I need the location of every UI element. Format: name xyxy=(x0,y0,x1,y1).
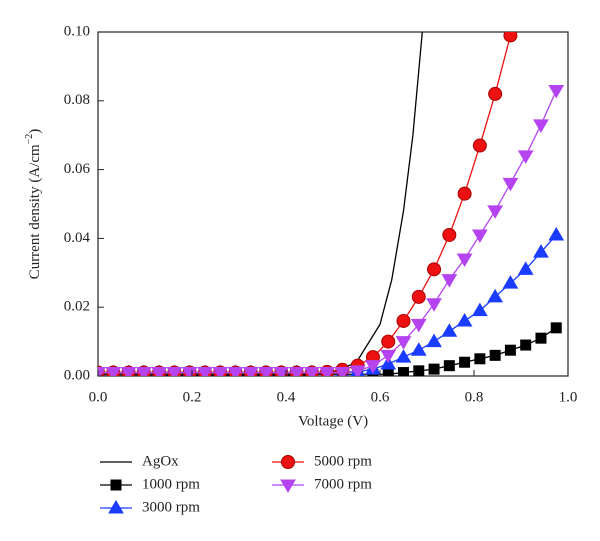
marker xyxy=(380,349,397,364)
marker xyxy=(108,500,124,514)
marker xyxy=(151,367,167,376)
marker xyxy=(459,356,471,368)
marker xyxy=(441,274,458,288)
y-axis-label: Current density (A/cm−2) xyxy=(24,129,43,280)
marker xyxy=(181,367,198,376)
marker xyxy=(395,336,412,350)
marker xyxy=(242,367,259,376)
x-tick-label: 0.0 xyxy=(89,389,108,405)
marker xyxy=(456,312,473,327)
legend-label: 5000 rpm xyxy=(314,453,372,469)
marker xyxy=(227,367,244,376)
x-tick-label: 0.6 xyxy=(371,389,390,405)
marker xyxy=(456,253,473,268)
marker xyxy=(105,367,122,376)
y-tick-label: 0.02 xyxy=(64,299,90,315)
marker xyxy=(281,455,295,469)
x-tick-label: 1.0 xyxy=(559,389,578,405)
marker xyxy=(120,367,137,376)
marker xyxy=(396,313,411,328)
marker xyxy=(381,334,396,349)
marker xyxy=(382,368,394,376)
marker xyxy=(428,363,440,375)
marker xyxy=(288,367,305,376)
x-tick-label: 0.8 xyxy=(465,389,484,405)
marker xyxy=(135,367,152,376)
series-line xyxy=(98,90,557,374)
marker xyxy=(110,479,122,491)
marker xyxy=(488,86,503,101)
y-tick-label: 0.00 xyxy=(64,367,90,383)
series-line xyxy=(98,35,512,374)
marker xyxy=(441,323,458,337)
marker xyxy=(548,84,565,99)
marker xyxy=(489,349,501,361)
y-axis-label-end: ) xyxy=(27,129,43,134)
marker xyxy=(98,367,106,376)
series-line xyxy=(98,234,557,374)
x-axis-label: Voltage (V) xyxy=(298,413,368,429)
marker xyxy=(365,360,381,374)
marker xyxy=(517,150,534,164)
marker xyxy=(457,186,472,201)
marker xyxy=(280,479,296,493)
marker xyxy=(273,367,290,376)
marker xyxy=(303,367,320,376)
marker xyxy=(427,262,442,277)
marker xyxy=(472,229,488,243)
marker xyxy=(502,275,519,289)
plot-area xyxy=(98,32,565,376)
y-tick-label: 0.06 xyxy=(64,161,91,177)
marker xyxy=(504,344,516,356)
marker xyxy=(442,227,457,242)
marker xyxy=(502,177,519,192)
legend-label: 7000 rpm xyxy=(314,476,372,492)
marker xyxy=(349,365,366,376)
marker xyxy=(197,367,213,376)
x-tick-label: 0.2 xyxy=(183,389,202,405)
marker xyxy=(258,367,274,376)
marker xyxy=(550,322,562,334)
marker xyxy=(533,119,549,133)
x-tick-label: 0.4 xyxy=(277,389,296,405)
marker xyxy=(426,333,442,348)
legend-label: 1000 rpm xyxy=(142,476,200,492)
marker xyxy=(548,226,565,241)
marker xyxy=(487,205,504,219)
marker xyxy=(474,353,486,365)
y-axis-label-main: Current density (A/cm xyxy=(27,144,43,279)
marker xyxy=(533,244,549,258)
marker xyxy=(426,298,442,312)
series-line xyxy=(98,32,423,376)
marker xyxy=(410,342,427,356)
marker xyxy=(410,318,427,333)
marker xyxy=(395,349,412,363)
y-tick-label: 0.08 xyxy=(64,92,90,108)
y-axis-label-sup: −2 xyxy=(24,134,35,145)
legend-label: AgOx xyxy=(142,453,179,469)
marker xyxy=(443,360,455,372)
marker xyxy=(413,365,425,376)
marker xyxy=(472,302,488,317)
marker xyxy=(166,367,183,376)
marker xyxy=(212,367,229,376)
marker xyxy=(520,339,532,351)
marker xyxy=(517,261,534,275)
marker xyxy=(472,138,487,153)
y-tick-label: 0.04 xyxy=(64,230,91,246)
y-tick-label: 0.10 xyxy=(64,23,90,39)
marker xyxy=(411,289,426,304)
legend-label: 3000 rpm xyxy=(142,499,200,515)
marker xyxy=(319,367,335,376)
marker xyxy=(334,367,351,376)
marker xyxy=(487,288,504,303)
marker xyxy=(503,32,518,43)
marker xyxy=(398,367,409,376)
marker xyxy=(535,332,547,344)
